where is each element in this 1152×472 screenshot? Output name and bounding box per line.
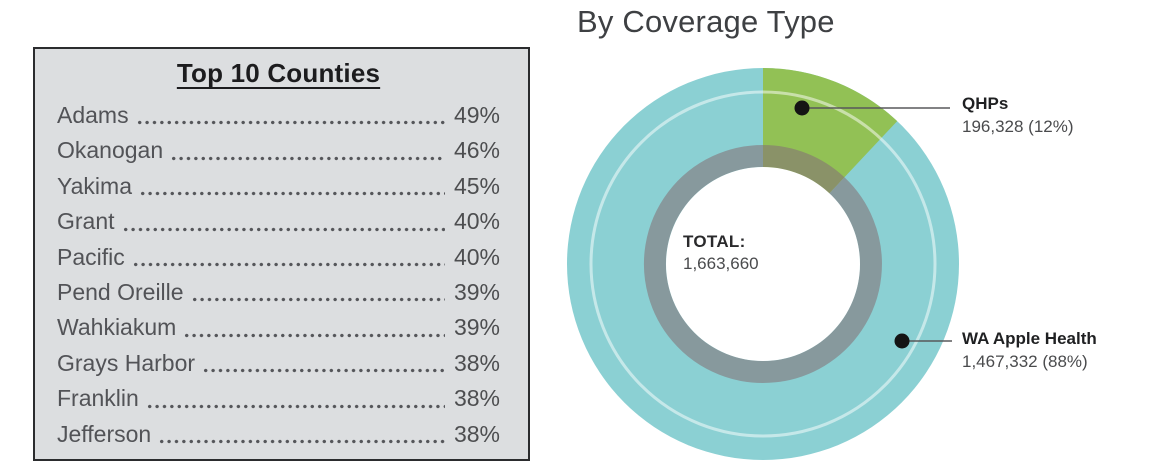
county-row: Grant 40%	[57, 204, 500, 240]
county-name: Yakima	[57, 172, 132, 199]
qhp-value: 196,328 (12%)	[962, 117, 1074, 136]
county-name: Okanogan	[57, 137, 164, 164]
county-percent: 46%	[453, 137, 500, 164]
total-value: 1,663,660	[683, 254, 759, 273]
county-list: Adams 49% Okanogan 46% Yakima 45% Grant 40% Paci…	[57, 98, 500, 452]
county-percent: 40%	[453, 243, 500, 270]
chart-title: By Coverage Type	[577, 4, 835, 39]
county-percent: 38%	[453, 349, 500, 376]
top-counties-panel: Top 10 Counties Adams 49% Okanogan 46% Yakim…	[33, 47, 530, 461]
wa-value: 1,467,332 (88%)	[962, 352, 1088, 371]
county-row: Okanogan 46%	[57, 133, 500, 169]
wa-callout-dot	[894, 333, 910, 349]
county-row: Grays Harbor 38%	[57, 345, 500, 382]
county-row: Franklin 38%	[57, 381, 500, 417]
county-percent: 45%	[453, 172, 500, 199]
total-label: TOTAL:	[683, 232, 746, 251]
county-row: Yakima 45%	[57, 168, 500, 205]
county-name: Franklin	[57, 385, 139, 412]
dot-leader	[121, 204, 445, 240]
county-name: Grays Harbor	[57, 349, 196, 376]
donut-hole	[666, 167, 860, 361]
county-name: Pacific	[57, 243, 125, 270]
inner-ring-wa-section	[643, 145, 882, 383]
inner-ring-qhp-section	[762, 145, 845, 194]
county-name: Grant	[57, 208, 115, 235]
county-name: Wahkiakum	[57, 314, 177, 341]
dot-leader	[183, 310, 445, 346]
dot-leader	[202, 345, 445, 382]
dot-leader	[131, 239, 445, 275]
county-percent: 39%	[453, 314, 500, 341]
county-row: Jefferson 38%	[57, 416, 500, 452]
wa-callout-label: WA Apple Health 1,467,332 (88%)	[962, 329, 1142, 372]
county-name: Pend Oreille	[57, 278, 184, 305]
county-percent: 39%	[453, 278, 500, 305]
dot-leader	[145, 381, 445, 417]
county-row: Pend Oreille 39%	[57, 274, 500, 311]
wa-name: WA Apple Health	[962, 329, 1097, 348]
county-name: Adams	[57, 102, 129, 128]
panel-title: Top 10 Counties	[176, 58, 381, 88]
county-row: Wahkiakum 39%	[57, 310, 500, 346]
dot-leader	[158, 416, 445, 452]
dot-leader	[139, 168, 445, 205]
county-row: Adams 49%	[57, 98, 500, 134]
qhp-callout-dot	[794, 100, 810, 116]
county-percent: 38%	[453, 385, 500, 412]
county-percent: 38%	[453, 420, 500, 447]
dot-leader	[135, 98, 445, 134]
qhp-name: QHPs	[962, 94, 1009, 113]
dot-leader	[190, 274, 445, 311]
county-percent: 40%	[453, 208, 500, 235]
county-row: Pacific 40%	[57, 239, 500, 275]
county-percent: 49%	[453, 102, 500, 128]
donut-highlight-arc	[589, 90, 937, 438]
county-name: Jefferson	[57, 420, 152, 447]
donut-center-text: TOTAL: 1,663,660	[683, 232, 759, 274]
dot-leader	[170, 133, 445, 169]
qhp-callout-label: QHPs 196,328 (12%)	[962, 94, 1142, 137]
